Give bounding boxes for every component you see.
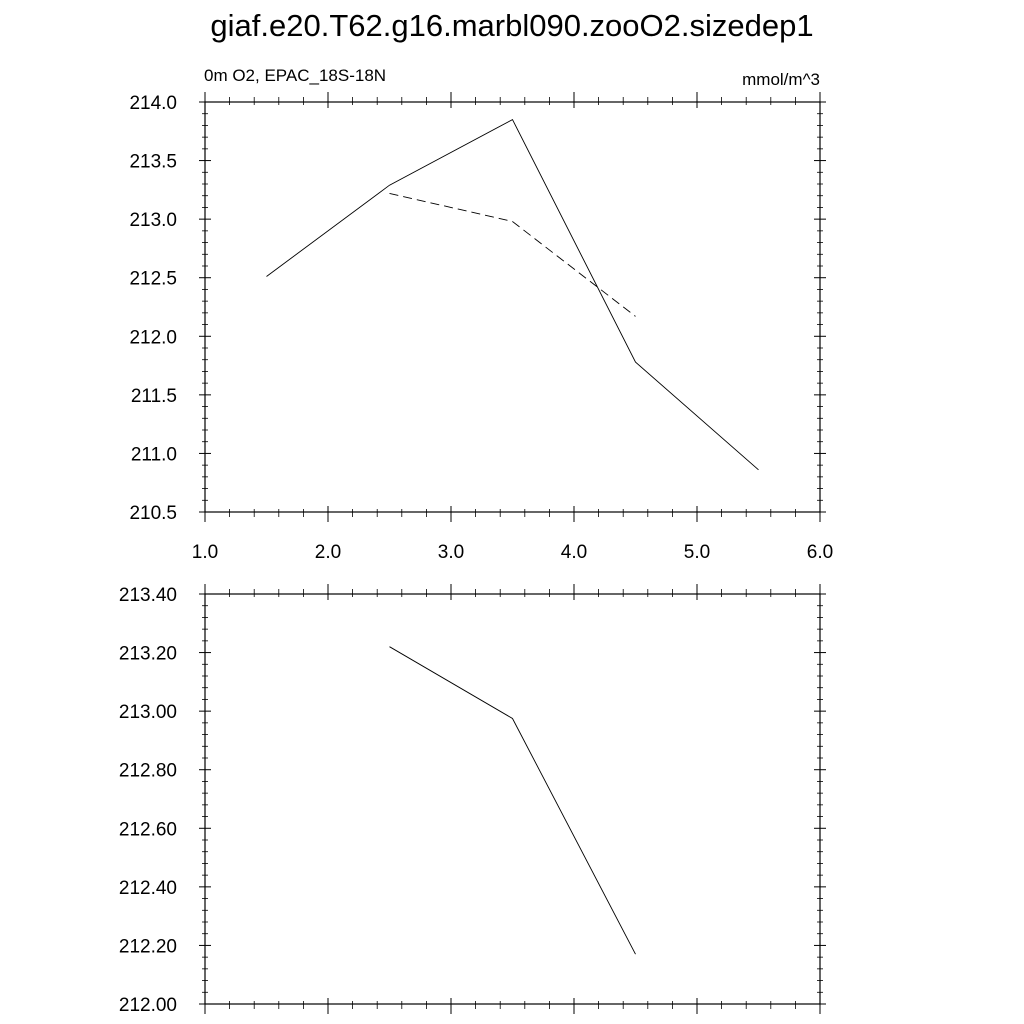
top-panel-ytick-label: 212.0	[129, 327, 177, 348]
chart-left-subtitle: 0m O2, EPAC_18S-18N	[204, 66, 387, 85]
chart-title: giaf.e20.T62.g16.marbl090.zooO2.sizedep1	[210, 8, 814, 43]
bottom-panel-frame	[204, 593, 821, 1005]
bottom-panel-ytick-label: 213.00	[119, 702, 177, 723]
top-panel-xtick-label: 1.0	[192, 542, 218, 563]
top-panel-ytick-label: 210.5	[129, 503, 177, 524]
top-panel-xtick-label: 3.0	[438, 542, 464, 563]
top-panel-ytick-label: 213.0	[129, 210, 177, 231]
top-panel-xtick-label: 5.0	[684, 542, 710, 563]
bottom-panel-series-solid-line	[389, 646, 636, 955]
top-panel-series-solid-line	[266, 118, 759, 471]
top-panel-ytick-label: 211.5	[131, 386, 177, 407]
top-panel-ytick-label: 214.0	[129, 93, 177, 114]
bottom-panel-ytick-label: 213.40	[119, 585, 177, 606]
top-panel-xtick-label: 2.0	[315, 542, 341, 563]
top-panel-frame	[204, 101, 821, 513]
bottom-panel-ytick-label: 212.40	[119, 878, 177, 899]
chart-units-label: mmol/m^3	[742, 70, 820, 89]
bottom-panel-ytick-label: 212.60	[119, 819, 177, 840]
top-panel-ytick-label: 211.0	[131, 444, 177, 465]
top-panel-xtick-label: 4.0	[561, 542, 587, 563]
top-panel-series-dashed-line	[389, 192, 636, 317]
bottom-panel-ytick-label: 212.80	[119, 761, 177, 782]
top-panel-ytick-label: 213.5	[129, 152, 177, 173]
top-panel-xtick-label: 6.0	[807, 542, 833, 563]
bottom-panel-ytick-label: 212.20	[119, 936, 177, 957]
bottom-panel-ytick-label: 213.20	[119, 644, 177, 665]
bottom-panel-ytick-label: 212.00	[119, 995, 177, 1016]
top-panel-ytick-label: 212.5	[129, 269, 177, 290]
